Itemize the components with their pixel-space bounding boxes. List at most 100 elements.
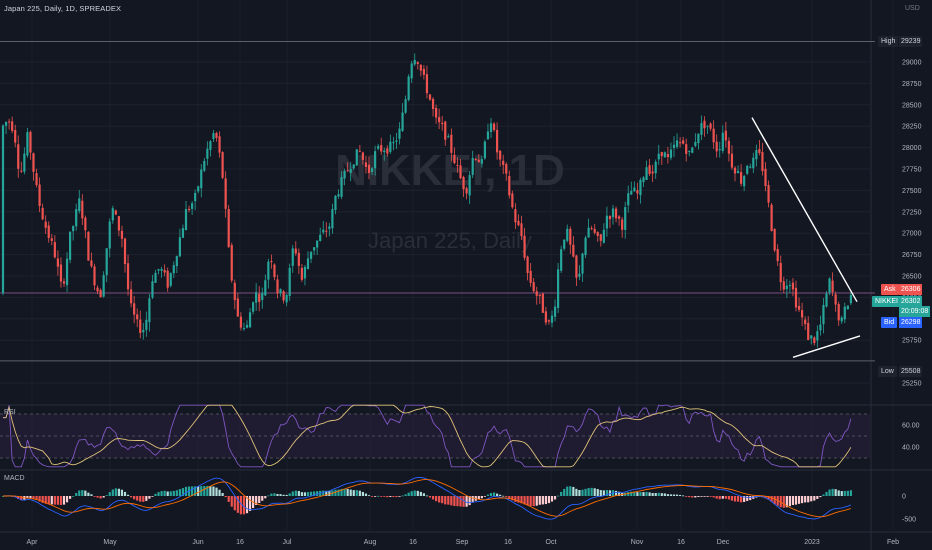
candle-body [102,275,105,297]
macd-histogram-bar [154,493,157,496]
candle-body [614,208,618,219]
candle-body [258,293,261,302]
macd-histogram-bar [471,496,474,503]
candle-body [316,240,319,248]
candle-body [81,200,84,219]
currency-label: USD [905,5,920,12]
candle-body [712,128,715,143]
candle-body [660,152,663,157]
macd-histogram-bar [608,490,612,496]
macd-histogram-bar [462,496,465,507]
macd-histogram-bar [410,491,413,496]
candle-body [718,149,721,151]
macd-histogram-bar [303,492,307,496]
candle-body [666,154,669,158]
macd-histogram-bar [389,496,392,497]
candle-body [822,304,825,325]
candle-body [523,235,526,258]
price-tick-label: 29000 [902,60,922,67]
candle-body [486,131,490,140]
candle-body [114,210,117,215]
macd-histogram-bar [297,490,300,496]
candle-body [794,287,798,308]
macd-histogram-bar [367,495,371,496]
candle-body [819,324,822,331]
macd-histogram-bar [596,489,599,496]
macd-histogram-bar [325,490,328,496]
macd-histogram-bar [35,496,38,500]
candle-body [639,179,642,196]
candle-body [349,169,352,173]
macd-panel[interactable] [1,477,852,520]
candle-body [26,132,29,156]
macd-histogram-bar [526,496,529,506]
candle-body [846,305,849,310]
candle-body [758,149,761,153]
macd-histogram-bar [834,489,837,496]
macd-histogram-bar [813,496,816,501]
macd-histogram-bar [773,496,776,505]
candle-body [191,203,194,209]
candle-body [755,150,758,160]
macd-histogram-bar [547,496,551,504]
macd-histogram-bar [508,496,511,499]
macd-histogram-bar [148,496,151,499]
time-tick-label: Jun [192,539,203,546]
candle-body [282,291,285,301]
macd-histogram-bar [816,496,819,499]
candle-body [669,149,673,158]
macd-histogram-bar [294,490,297,496]
macd-histogram-bar [41,496,44,503]
macd-histogram-bar [651,492,654,496]
candle-body [682,140,685,144]
candle-body [322,229,325,233]
price-tick-label: 27500 [902,188,922,195]
candle-body [496,129,499,153]
candle-body [849,295,852,304]
trendlines[interactable] [751,117,861,358]
macd-histogram-bar [593,488,596,496]
time-axis[interactable]: Apr May Jun 16 Jul Aug 16 Sep 16 Oct Nov 16 Dec 2023 F… [27,539,900,546]
candle-body [337,194,340,197]
candle-body [520,223,523,237]
macd-histogram-bar [166,491,169,496]
macd-histogram-bar [17,496,20,499]
candle-body [621,219,624,230]
candle-body [840,317,843,322]
macd-histogram-bar [483,496,486,497]
candle-body [566,228,569,241]
macd-histogram-bar [703,496,706,497]
macd-histogram-bar [444,496,447,505]
candle-body [736,170,740,173]
candle-body [843,306,846,320]
time-tick-label: Sep [456,539,469,546]
macd-histogram-bar [840,491,843,496]
candle-body [740,172,743,184]
candle-body [203,160,206,171]
candle-body [547,320,551,322]
macd-histogram-bar [602,490,605,496]
chart-title: Japan 225, Daily, 1D, SPREADEX [4,4,122,13]
rsi-panel[interactable] [0,404,870,468]
macd-histogram-bar [245,496,249,514]
candle-body [133,303,136,315]
time-tick-label: Nov [631,539,644,546]
candle-body [590,228,593,230]
candle-body [444,121,447,140]
candle-body [633,187,636,192]
candle-body [184,209,188,231]
rsi-line [3,404,852,468]
macd-histogram-bar [416,490,419,496]
high-value: 29239 [899,36,923,47]
candle-body [142,329,145,333]
candle-body [242,328,246,330]
candle-body [645,167,648,180]
macd-histogram-bar [807,496,810,503]
time-tick-label: Jul [283,539,292,546]
last-value: 26302 [899,296,923,307]
macd-histogram-bar [374,496,377,497]
candle-body [743,176,746,187]
candle-body [224,178,227,209]
